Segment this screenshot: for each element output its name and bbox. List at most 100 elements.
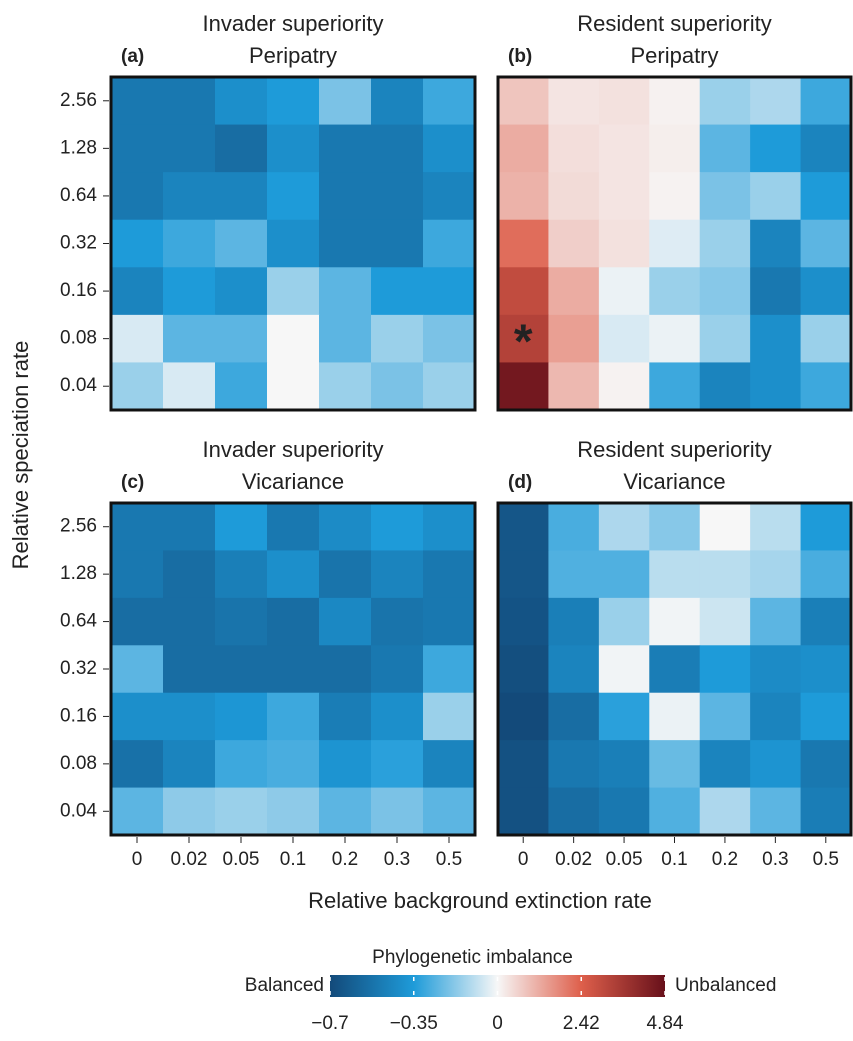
heatmap-cell: [423, 172, 476, 221]
heatmap-cell: [598, 124, 650, 173]
heatmap-cell: [800, 314, 852, 363]
heatmap-cell: [163, 172, 216, 221]
heatmap-cell: [498, 267, 549, 316]
heatmap-cell: [319, 503, 372, 551]
heatmap-cell: [649, 362, 701, 411]
heatmap-cell: [548, 77, 600, 126]
y-tick-label: 0.64: [60, 185, 97, 206]
heatmap-cell: [319, 787, 372, 836]
heatmap-cell: [649, 267, 701, 316]
colorbar-title: Phylogenetic imbalance: [372, 947, 573, 968]
x-tick-label: 0.3: [762, 849, 788, 870]
heatmap-cell: [423, 787, 476, 836]
heatmap-cell: [498, 314, 549, 363]
heatmap-cell: [598, 645, 650, 694]
heatmap-cell: [371, 503, 424, 551]
heatmap-cell: [800, 172, 852, 221]
y-axis-label: Relative speciation rate: [8, 341, 33, 570]
heatmap-cell: [319, 550, 372, 599]
heatmap-cell: [548, 692, 600, 741]
heatmap-cell: [267, 503, 320, 551]
heatmap-cell: [371, 362, 424, 411]
heatmap-cell: [800, 597, 852, 646]
heatmap-cell: [800, 787, 852, 836]
heatmap-cell: [423, 77, 476, 126]
heatmap-cell: [319, 362, 372, 411]
heatmap-cell: [267, 645, 320, 694]
panel-label: (d): [508, 472, 532, 493]
heatmap-cell: [498, 124, 549, 173]
annotation: *: [514, 315, 533, 368]
heatmap-cell: [498, 172, 549, 221]
heatmap-cell: [598, 77, 650, 126]
y-tick-label: 0.16: [60, 280, 97, 301]
colorbar-tick-label: 0: [492, 1013, 503, 1034]
heatmap-cell: [649, 550, 701, 599]
heatmap-cell: [215, 124, 268, 173]
heatmap-cell: [163, 124, 216, 173]
heatmap-cell: [371, 550, 424, 599]
y-tick-label: 1.28: [60, 137, 97, 158]
heatmap-cell: [800, 77, 852, 126]
heatmap-cell: [163, 645, 216, 694]
heatmap-cell: [423, 740, 476, 789]
heatmap-cell: [163, 362, 216, 411]
heatmap-cell: [371, 787, 424, 836]
colorbar-tick-label: 2.42: [563, 1013, 600, 1034]
heatmap-cell: [548, 550, 600, 599]
heatmap-cell: [598, 550, 650, 599]
colorbar-tick-label: 4.84: [647, 1013, 684, 1034]
panel-frame: [496, 501, 853, 837]
panel-subtitle: Vicariance: [623, 469, 725, 494]
heatmap-cell: [598, 219, 650, 268]
heatmap-cell: [548, 645, 600, 694]
panel-title: Resident superiority: [577, 437, 771, 462]
heatmap-cell: [649, 124, 701, 173]
heatmap-cell: [267, 740, 320, 789]
heatmap-cell: [163, 692, 216, 741]
x-tick-label: 0.2: [332, 849, 358, 870]
heatmap-cell: [548, 314, 600, 363]
heatmap-cell: [163, 740, 216, 789]
heatmap-cell: [163, 77, 216, 126]
heatmap-cell: [750, 124, 802, 173]
heatmap-cell: [649, 219, 701, 268]
heatmap-cell: [163, 503, 216, 551]
heatmap-cell: [498, 219, 549, 268]
y-tick-label: 2.56: [60, 516, 97, 537]
x-tick-label: 0.2: [712, 849, 738, 870]
heatmap-cell: [215, 314, 268, 363]
y-tick-label: 0.08: [60, 328, 97, 349]
heatmap-cell: [548, 740, 600, 789]
heatmap-cell: [267, 77, 320, 126]
heatmap-cell: [649, 314, 701, 363]
heatmap-cell: [699, 124, 751, 173]
heatmap-cell: [215, 503, 268, 551]
heatmap-cell: [598, 503, 650, 551]
heatmap-cell: [215, 787, 268, 836]
heatmap-cell: [371, 267, 424, 316]
heatmap-cell: [649, 503, 701, 551]
heatmap-cell: [598, 787, 650, 836]
heatmap-cell: [267, 219, 320, 268]
panel-label: (a): [121, 46, 144, 67]
heatmap-cell: [267, 362, 320, 411]
heatmap-cell: [267, 597, 320, 646]
heatmap-cell: [800, 740, 852, 789]
x-tick-label: 0.1: [280, 849, 306, 870]
heatmap-cell: [800, 692, 852, 741]
heatmap-cell: [498, 597, 549, 646]
heatmap-cell: [750, 740, 802, 789]
heatmap-cell: [423, 362, 476, 411]
heatmap-cell: [163, 219, 216, 268]
heatmap-cell: [423, 219, 476, 268]
panel-subtitle: Peripatry: [630, 43, 718, 68]
x-tick-label: 0.05: [606, 849, 643, 870]
x-tick-label: 0.05: [223, 849, 260, 870]
y-tick-label: 0.32: [60, 658, 97, 679]
heatmap-cell: [215, 597, 268, 646]
heatmap-cell: [750, 172, 802, 221]
heatmap-cell: [423, 503, 476, 551]
heatmap-cell: [267, 550, 320, 599]
heatmap-cell: [371, 77, 424, 126]
